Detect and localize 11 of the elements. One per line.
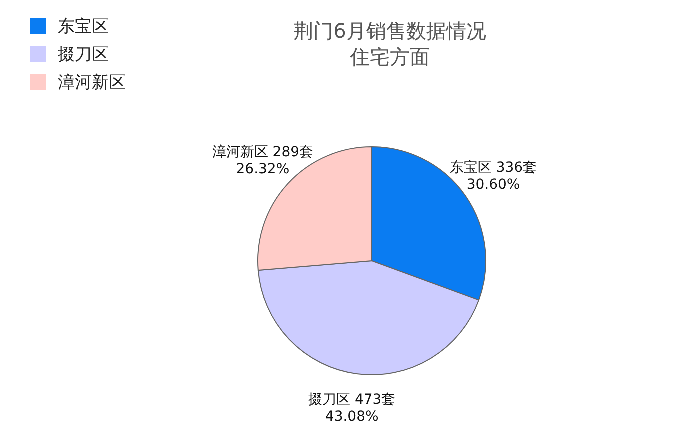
legend-label: 掇刀区 xyxy=(58,45,109,65)
text: 住宅方面 xyxy=(349,45,430,69)
category-label: 漳河新区 289套 xyxy=(212,144,314,161)
legend-label: 东宝区 xyxy=(58,17,109,37)
text: 30.60% xyxy=(466,177,520,194)
text: 43.08% xyxy=(325,408,379,425)
chart-title: 荆门6月销售数据情况 xyxy=(294,19,486,43)
legend-label: 漳河新区 xyxy=(58,73,126,93)
text: 26.32% xyxy=(236,162,290,178)
category-label: 东宝区 336套 xyxy=(450,160,538,176)
category-label: 掇刀区 473套 xyxy=(308,392,396,408)
